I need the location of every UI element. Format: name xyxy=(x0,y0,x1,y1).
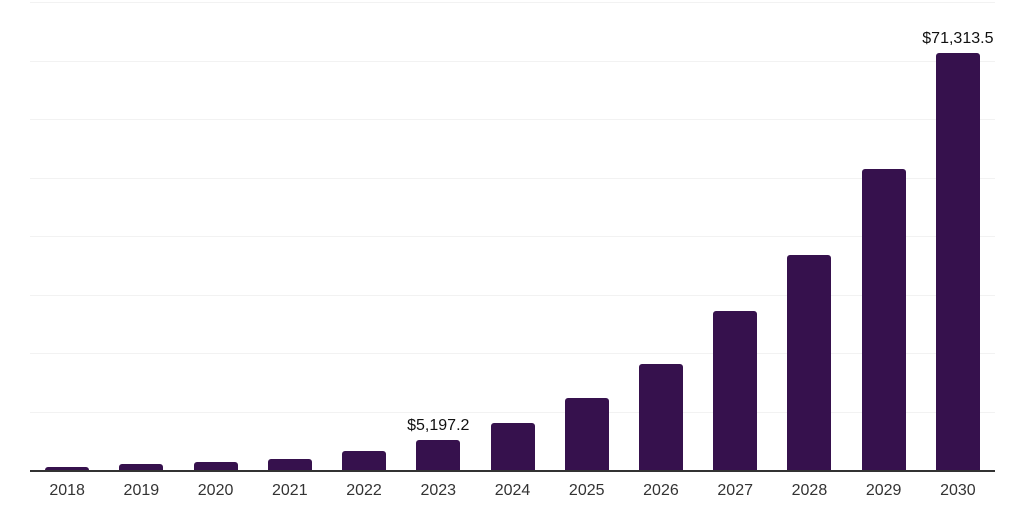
bar-2019 xyxy=(119,464,164,470)
gridline xyxy=(30,294,995,296)
gridline xyxy=(30,411,995,413)
gridline xyxy=(30,177,995,179)
x-tick-label-2021: 2021 xyxy=(272,482,308,499)
x-tick-label-2029: 2029 xyxy=(865,482,902,499)
gridline xyxy=(30,236,995,237)
bar-2026 xyxy=(638,364,683,470)
bar-2021 xyxy=(267,458,312,470)
bar-2030 xyxy=(935,52,980,470)
plot-area: $5,197.2 $71,313.5 xyxy=(30,2,995,472)
x-tick-label-2026: 2026 xyxy=(643,482,679,499)
bar-2022 xyxy=(342,451,387,470)
x-tick-label-2025: 2025 xyxy=(568,482,605,499)
x-tick-label-2019: 2019 xyxy=(123,482,160,499)
x-tick-label-2020: 2020 xyxy=(197,482,234,499)
bar-2027 xyxy=(713,311,758,470)
bar-2024 xyxy=(490,422,535,470)
gridline xyxy=(30,2,995,3)
bar-value-label-2023: $5,197.2 xyxy=(407,416,470,434)
gridline xyxy=(30,119,995,120)
bar-2025 xyxy=(564,398,609,470)
x-tick-label-2023: 2023 xyxy=(420,482,457,499)
bar-value-label-2030: $71,313.5 xyxy=(922,29,994,47)
x-tick-label-2024: 2024 xyxy=(494,482,531,499)
bar-2023 xyxy=(416,439,461,470)
x-tick-label-2028: 2028 xyxy=(791,482,828,499)
x-axis: 2018 2019 2020 2021 2022 2023 2024 2025 2026 2027… xyxy=(30,482,995,506)
x-tick-label-2022: 2022 xyxy=(346,482,382,499)
bar-2020 xyxy=(193,462,238,470)
bar-2018 xyxy=(45,466,90,470)
x-tick-label-2018: 2018 xyxy=(49,482,85,499)
bar-2029 xyxy=(861,168,906,470)
x-tick-label-2027: 2027 xyxy=(717,482,753,499)
bar-2028 xyxy=(787,255,832,470)
gridline xyxy=(30,60,995,62)
gridline xyxy=(30,353,995,354)
x-tick-label-2030: 2030 xyxy=(940,482,976,499)
